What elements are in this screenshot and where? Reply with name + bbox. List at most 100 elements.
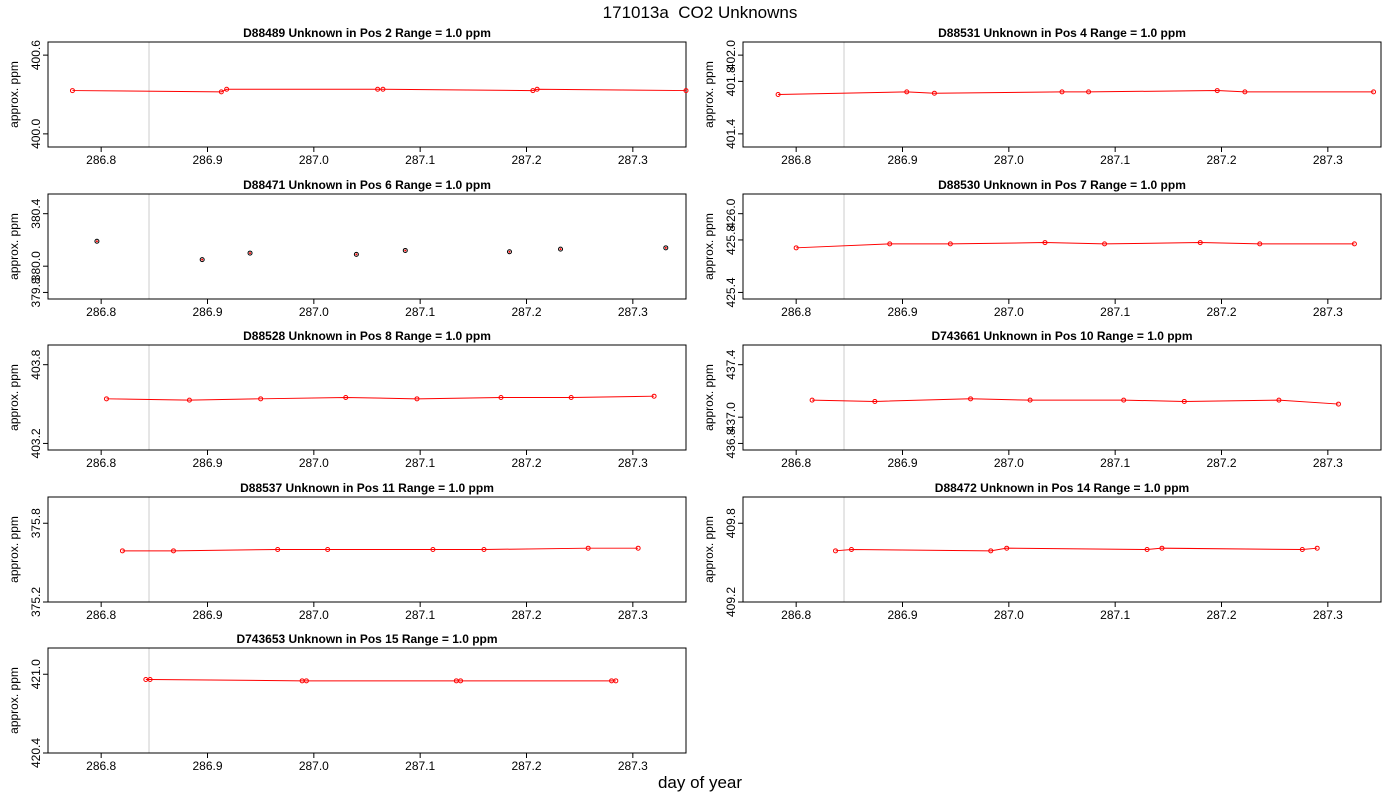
data-point <box>199 257 205 263</box>
plot-frame <box>742 496 1382 603</box>
y-tick-label: 425.4 <box>724 277 738 307</box>
plot-frame <box>742 193 1382 300</box>
x-tick-label: 287.0 <box>994 153 1024 167</box>
x-tick-label: 287.3 <box>618 153 648 167</box>
panel-title: D88537 Unknown in Pos 11 Range = 1.0 ppm <box>240 481 494 495</box>
panel-1: D88489 Unknown in Pos 2 Range = 1.0 ppm 2… <box>7 26 689 167</box>
data-point <box>481 547 487 552</box>
y-tick-label: 400.0 <box>29 119 43 149</box>
panel-title: D88531 Unknown in Pos 4 Range = 1.0 ppm <box>938 26 1186 40</box>
data-point <box>809 397 815 403</box>
panel-2: D88531 Unknown in Pos 4 Range = 1.0 ppm 2… <box>702 26 1382 167</box>
y-tick-label: 380.0 <box>29 251 43 281</box>
panel-title: D88471 Unknown in Pos 6 Range = 1.0 ppm <box>243 178 491 192</box>
x-tick-label: 286.8 <box>86 456 116 470</box>
data-point-core <box>201 258 204 261</box>
panel-title: D743661 Unknown in Pos 10 Range = 1.0 pp… <box>931 329 1192 343</box>
series-line <box>72 88 687 93</box>
data-point <box>380 86 386 92</box>
data-point <box>119 548 125 554</box>
data-point <box>663 245 669 251</box>
data-point <box>1197 240 1203 246</box>
x-tick-label: 287.0 <box>299 305 329 319</box>
panel-title: D88472 Unknown in Pos 14 Range = 1.0 ppm <box>935 481 1189 495</box>
data-point <box>1242 89 1248 95</box>
data-point <box>1102 241 1108 247</box>
y-axis-label: approx. ppm <box>702 61 716 128</box>
plot-frame <box>742 41 1382 148</box>
plot-frame <box>47 41 687 148</box>
x-tick-label: 286.9 <box>192 608 222 622</box>
data-point <box>247 250 253 256</box>
y-tick-label: 409.8 <box>724 508 738 538</box>
data-point <box>103 396 109 402</box>
plot-frame <box>47 496 687 603</box>
y-tick-label: 379.8 <box>29 277 43 307</box>
y-axis-label: approx. ppm <box>7 213 21 280</box>
y-axis-label: approx. ppm <box>702 364 716 431</box>
data-point <box>1371 89 1377 95</box>
data-point <box>218 89 224 95</box>
panel-9: D743653 Unknown in Pos 15 Range = 1.0 pp… <box>7 632 687 773</box>
data-point <box>1027 397 1033 403</box>
x-tick-label: 286.9 <box>192 759 222 773</box>
x-tick-label: 287.0 <box>299 608 329 622</box>
x-tick-label: 286.9 <box>887 153 917 167</box>
data-point <box>353 251 359 257</box>
data-point <box>498 395 504 400</box>
data-point <box>530 88 536 94</box>
data-point <box>534 86 540 92</box>
x-tick-label: 286.8 <box>86 153 116 167</box>
plot-frame <box>742 344 1382 451</box>
data-point <box>275 547 281 552</box>
y-axis-label: approx. ppm <box>702 213 716 280</box>
x-tick-label: 286.8 <box>86 608 116 622</box>
plot-frame <box>47 647 687 754</box>
y-tick-label: 421.0 <box>29 659 43 689</box>
y-tick-label: 375.8 <box>29 508 43 538</box>
data-point-core <box>355 253 358 256</box>
y-axis-label: approx. ppm <box>7 516 21 583</box>
x-tick-label: 287.3 <box>1313 305 1343 319</box>
x-tick-label: 287.2 <box>1206 608 1236 622</box>
x-tick-label: 286.9 <box>192 153 222 167</box>
x-tick-label: 286.8 <box>781 456 811 470</box>
data-point <box>1257 241 1263 247</box>
y-tick-label: 403.8 <box>29 349 43 379</box>
y-axis-label: approx. ppm <box>702 516 716 583</box>
data-point <box>904 89 910 95</box>
x-tick-label: 287.0 <box>994 608 1024 622</box>
x-tick-label: 287.2 <box>1206 456 1236 470</box>
data-point <box>1335 401 1341 407</box>
y-tick-label: 409.2 <box>724 587 738 617</box>
figure-title: 171013a CO2 Unknowns <box>602 3 798 22</box>
data-point-core <box>508 250 511 253</box>
data-point <box>402 247 408 253</box>
data-point <box>931 90 937 96</box>
x-tick-label: 287.0 <box>994 456 1024 470</box>
x-tick-label: 287.0 <box>299 456 329 470</box>
panel-title: D88528 Unknown in Pos 8 Range = 1.0 ppm <box>243 329 491 343</box>
panel-7: D88537 Unknown in Pos 11 Range = 1.0 ppm… <box>7 481 687 622</box>
series-line <box>835 547 1318 552</box>
x-tick-label: 287.1 <box>1100 305 1130 319</box>
data-point <box>1299 547 1305 552</box>
x-tick-label: 286.9 <box>192 305 222 319</box>
data-point <box>1004 545 1010 551</box>
data-point-core <box>249 252 252 255</box>
data-point <box>506 249 512 255</box>
panel-8: D88472 Unknown in Pos 14 Range = 1.0 ppm… <box>702 481 1382 622</box>
x-tick-label: 286.9 <box>887 456 917 470</box>
x-tick-label: 286.8 <box>781 608 811 622</box>
plot-frame <box>47 344 687 451</box>
data-point <box>1086 89 1092 95</box>
data-point <box>1314 545 1320 551</box>
data-point <box>186 397 192 403</box>
data-point <box>69 88 75 94</box>
y-tick-label: 436.8 <box>724 428 738 458</box>
data-point <box>887 241 893 247</box>
x-tick-label: 287.3 <box>1313 456 1343 470</box>
y-tick-label: 420.4 <box>29 738 43 768</box>
x-tick-label: 287.1 <box>405 608 435 622</box>
y-tick-label: 437.0 <box>724 402 738 432</box>
